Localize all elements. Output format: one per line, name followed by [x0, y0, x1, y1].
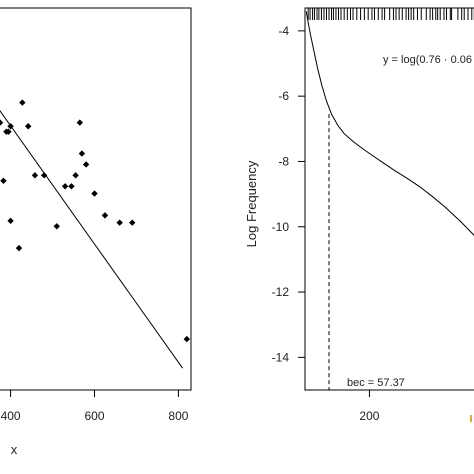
scatter-point [0, 119, 4, 126]
scatter-x-axis: 400 600 800 [1, 390, 189, 423]
scatter-x-tick-label: 800 [168, 409, 188, 423]
bec-label: bec = 57.37 [347, 377, 405, 389]
log-y-axis-label: Log Frequency [244, 160, 259, 247]
log-y-tick-label: -6 [278, 89, 289, 103]
scatter-x-axis-label: x [11, 442, 18, 457]
log-frequency-series-line [305, 11, 474, 236]
scatter-point [91, 190, 98, 197]
scatter-point [116, 219, 123, 226]
scatter-point [129, 219, 136, 226]
scatter-point [5, 128, 12, 135]
scatter-x-tick-label: 600 [84, 409, 104, 423]
scatter-point [19, 99, 26, 106]
scatter-trend-line [0, 110, 184, 369]
scatter-point [72, 172, 79, 179]
log-frequency-curve [305, 11, 474, 236]
scatter-point [68, 183, 75, 190]
scatter-point [78, 150, 86, 157]
scatter-point [25, 123, 32, 130]
log-frequency-panel: -4 -6 -8 -10 -12 -14 200 bec = 57.37 y = log(… [244, 7, 474, 423]
scatter-points [0, 99, 191, 343]
scatter-point [7, 217, 14, 225]
scatter-point [0, 177, 7, 185]
scatter-point [40, 172, 48, 179]
scatter-point [61, 183, 69, 190]
log-y-tick-label: -14 [272, 350, 290, 364]
scatter-point [101, 212, 109, 219]
scatter-point [183, 335, 191, 343]
scatter-x-tick-label: 400 [1, 409, 21, 423]
log-y-tick-label: -4 [278, 24, 289, 38]
equation-annotation: y = log(0.76 · 0.06 [383, 54, 472, 66]
scatter-plot-frame [0, 7, 192, 391]
log-y-axis: -4 -6 -8 -10 -12 -14 [272, 24, 305, 364]
scatter-point [76, 119, 84, 126]
log-y-tick-label: -8 [278, 154, 289, 168]
scatter-point [53, 223, 60, 230]
scatter-point [15, 244, 23, 252]
log-x-tick-label: 200 [359, 409, 379, 423]
bec-threshold-line: bec = 57.37 [328, 114, 405, 390]
log-y-tick-label: -10 [272, 220, 290, 234]
log-plot-frame [304, 7, 474, 391]
scatter-point [31, 172, 39, 179]
scatter-trend-segment [0, 110, 184, 369]
log-x-axis: 200 [359, 390, 472, 423]
scatter-panel: 400 600 800 x [0, 7, 192, 457]
log-y-tick-label: -12 [272, 285, 290, 299]
scatter-point [82, 161, 90, 168]
rug-ticks [307, 8, 474, 20]
